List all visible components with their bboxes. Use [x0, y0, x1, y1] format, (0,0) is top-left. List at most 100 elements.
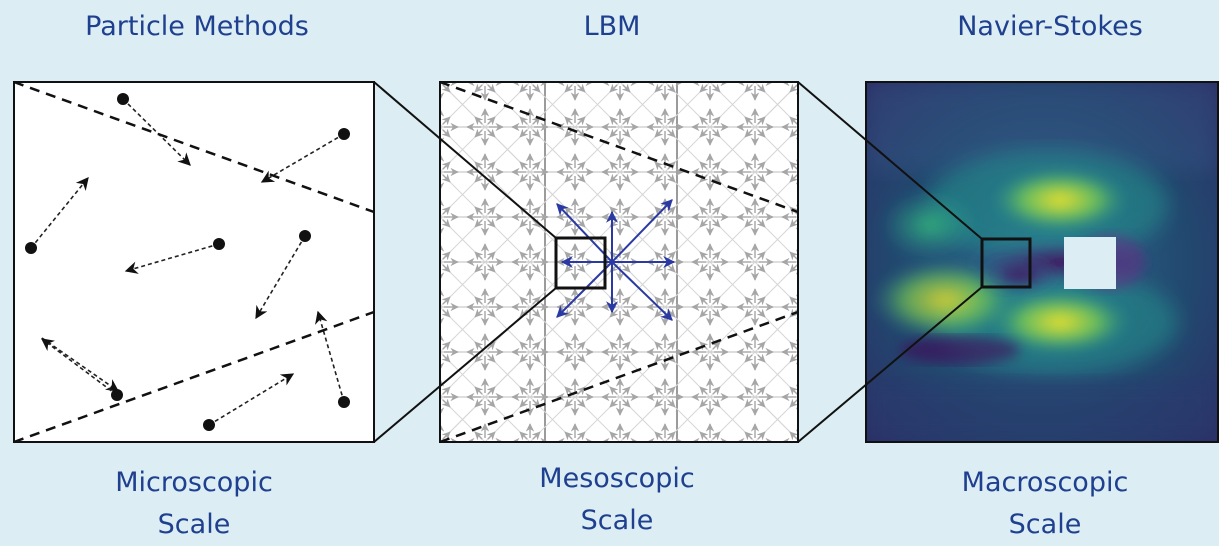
lattice-arrow-icon: [474, 206, 484, 216]
lattice-arrow-icon: [699, 206, 709, 216]
lattice-arrow-icon: [621, 251, 631, 261]
lattice-arrow-icon: [789, 386, 798, 396]
particle-dot-icon: [338, 396, 350, 408]
zoom-connectors: [13, 80, 983, 444]
lattice-arrow-icon: [565, 445, 572, 452]
lattice-arrow-icon: [531, 128, 541, 138]
lattice-arrow-icon: [611, 199, 673, 263]
lattice-arrow-icon: [474, 173, 484, 183]
lattice-arrow-icon: [756, 308, 766, 318]
lattice-arrow-icon: [486, 431, 496, 441]
lattice-arrow-icon: [474, 128, 484, 138]
lattice-arrow-icon: [519, 128, 529, 138]
lattice-arrow-icon: [474, 218, 484, 228]
lattice-arrow-icon: [654, 296, 664, 306]
lattice-arrow-icon: [564, 161, 574, 171]
lattice-arrow-icon: [711, 263, 721, 273]
lattice-arrow-icon: [803, 265, 810, 272]
lattice-arrow-icon: [666, 128, 676, 138]
lattice-arrow-icon: [441, 173, 451, 183]
lattice-arrow-icon: [621, 128, 631, 138]
lattice-arrow-icon: [520, 72, 527, 79]
lattice-arrow-icon: [756, 398, 766, 408]
lattice-arrow-icon: [611, 261, 673, 321]
lattice-arrow-icon: [803, 207, 810, 214]
lattice-arrow-icon: [576, 431, 586, 441]
lattice-arrow-icon: [531, 296, 541, 306]
lattice-arrow-icon: [576, 398, 586, 408]
lattice-arrow-icon: [576, 206, 586, 216]
lattice-arrow-icon: [576, 161, 586, 171]
lattice-arrow-icon: [441, 263, 451, 273]
lattice-arrow-icon: [789, 353, 798, 363]
particle-dot-icon: [299, 230, 311, 242]
lattice-arrow-icon: [756, 263, 766, 273]
lattice-arrow-icon: [578, 445, 585, 452]
lattice-arrow-icon: [609, 353, 619, 363]
particle-dot-icon: [111, 389, 123, 401]
velocity-arrow-icon: [30, 177, 89, 249]
lattice-arrow-icon: [713, 72, 720, 79]
lattice-arrow-icon: [711, 341, 721, 351]
lattice-arrow-icon: [430, 162, 437, 169]
lattice-arrow-icon: [711, 386, 721, 396]
lattice-arrow-icon: [441, 116, 451, 126]
lattice-arrow-icon: [531, 83, 541, 93]
lattice-arrow-icon: [564, 83, 574, 93]
lattice-arrow-icon: [744, 308, 754, 318]
lattice-arrow-icon: [621, 431, 631, 441]
lattice-arrow-icon: [441, 431, 451, 441]
velocity-arrow-icon: [208, 373, 295, 426]
lattice-arrow-icon: [621, 83, 631, 93]
lattice-arrow-icon: [756, 206, 766, 216]
particle-dot-icon: [338, 128, 350, 140]
lattice-arrow-icon: [623, 445, 630, 452]
lattice-arrow-icon: [756, 386, 766, 396]
title-navier-stokes: Navier-Stokes: [957, 11, 1143, 42]
lattice-arrow-icon: [654, 263, 664, 273]
lattice-arrow-icon: [803, 297, 810, 304]
lattice-arrow-icon: [610, 72, 617, 79]
lattice-arrow-icon: [430, 445, 437, 452]
particle-dot-icon: [213, 238, 225, 250]
lattice-arrow-icon: [474, 353, 484, 363]
lattice-arrow-icon: [699, 218, 709, 228]
lattice-arrow-icon: [441, 161, 451, 171]
lattice-arrow-icon: [621, 386, 631, 396]
lattice-arrow-icon: [621, 296, 631, 306]
lattice-arrow-icon: [564, 218, 574, 228]
lattice-arrow-icon: [711, 116, 721, 126]
lattice-arrow-icon: [699, 161, 709, 171]
lattice-arrow-icon: [486, 398, 496, 408]
lattice-arrow-icon: [531, 173, 541, 183]
lattice-arrow-icon: [486, 128, 496, 138]
lattice-arrow-icon: [441, 218, 451, 228]
lattice-arrow-icon: [430, 355, 437, 362]
mesoscopic-line: Mesoscopic: [539, 463, 695, 494]
lattice-arrow-icon: [441, 341, 451, 351]
lattice-arrow-icon: [609, 161, 619, 171]
lattice-arrow-icon: [474, 341, 484, 351]
lattice-arrow-icon: [700, 72, 707, 79]
lattice-arrow-icon: [789, 296, 798, 306]
navier-stokes-panel: [865, 81, 1219, 443]
lattice-arrow-icon: [711, 206, 721, 216]
velocity-arrow-icon: [124, 243, 220, 274]
lattice-arrow-icon: [621, 218, 631, 228]
lattice-arrow-icon: [519, 173, 529, 183]
lattice-arrow-icon: [576, 263, 586, 273]
lattice-arrow-icon: [790, 445, 797, 452]
lattice-arrow-icon: [486, 218, 496, 228]
lattice-arrow-icon: [744, 398, 754, 408]
microscopic-line: Microscopic: [115, 467, 273, 498]
lattice-arrow-icon: [655, 445, 662, 452]
particle-dot-icon: [203, 419, 215, 431]
lattice-arrow-icon: [803, 252, 810, 259]
lattice-arrow-icon: [531, 218, 541, 228]
lattice-arrow-icon: [609, 83, 619, 93]
lattice-arrow-icon: [756, 218, 766, 228]
lattice-arrow-icon: [744, 173, 754, 183]
lattice-arrow-icon: [803, 445, 810, 452]
lattice-arrow-icon: [486, 296, 496, 306]
